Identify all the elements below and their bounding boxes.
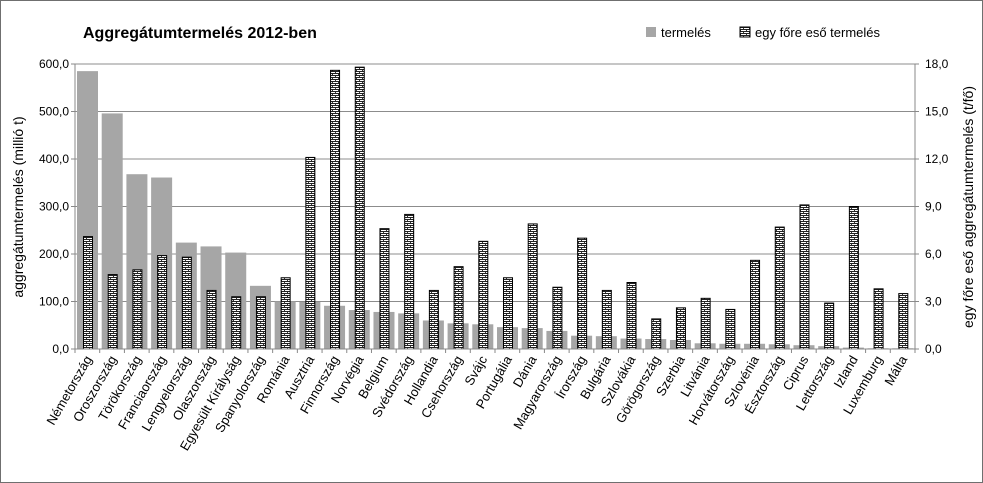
y2-tick-label: 9,0	[925, 200, 942, 214]
bar-egy-fore	[305, 156, 316, 350]
legend-label-termeles: termelés	[661, 25, 711, 40]
bar-egy-fore	[824, 302, 835, 350]
y2-tick-label: 0,0	[925, 342, 942, 356]
y2-axis-label: egy főre eső aggregátumtermelés (t/fő)	[960, 86, 976, 328]
y2-tick-label: 12,0	[925, 152, 949, 166]
bar-egy-fore	[453, 266, 464, 350]
y2-tick-labels: 0,0 3,0 6,0 9,0 12,0 15,0 18,0	[925, 57, 949, 356]
bar-egy-fore	[206, 289, 217, 350]
bar-egy-fore	[181, 256, 192, 350]
y-tick-label: 100,0	[39, 295, 69, 309]
bar-egy-fore	[379, 228, 390, 350]
bar-egy-fore	[552, 286, 563, 350]
bar-egy-fore	[478, 240, 489, 350]
bar-egy-fore	[848, 206, 859, 350]
y2-tick-label: 3,0	[925, 295, 942, 309]
bar-egy-fore	[527, 223, 538, 350]
y-tick-label: 0,0	[52, 342, 69, 356]
bar-egy-fore	[132, 269, 143, 350]
legend-swatch-egy-fore	[739, 26, 751, 38]
bar-egy-fore	[330, 69, 341, 350]
bar-egy-fore	[750, 259, 761, 350]
y-tick-label: 500,0	[39, 105, 69, 119]
y2-tick-label: 18,0	[925, 57, 949, 71]
legend-label-egy-fore: egy főre eső termelés	[755, 25, 881, 40]
bar-egy-fore	[898, 293, 909, 350]
bar-egy-fore	[157, 255, 168, 350]
bar-egy-fore	[799, 204, 810, 350]
x-tick-labels: NémetországOroszországTörökországFrancia…	[43, 352, 910, 453]
bar-egy-fore	[354, 66, 365, 350]
x-tick-label: Málta	[881, 352, 910, 388]
y-tick-label: 400,0	[39, 152, 69, 166]
y-tick-label: 300,0	[39, 200, 69, 214]
bar-egy-fore	[83, 236, 93, 350]
bar-egy-fore	[404, 213, 415, 350]
bar-egy-fore	[428, 289, 439, 350]
bar-egy-fore	[700, 297, 711, 350]
bar-egy-fore	[725, 308, 736, 350]
bar-egy-fore	[651, 318, 662, 350]
y2-tick-label: 15,0	[925, 105, 949, 119]
chart-title: Aggregátumtermelés 2012-ben	[83, 25, 317, 42]
bar-egy-fore	[231, 296, 242, 350]
egy-fore-bars	[83, 66, 909, 350]
bar-egy-fore	[255, 296, 266, 350]
bar-egy-fore	[774, 226, 785, 350]
y-tick-labels: 0,0 100,0 200,0 300,0 400,0 500,0 600,0	[39, 57, 69, 356]
bar-egy-fore	[107, 274, 118, 350]
y-tick-label: 600,0	[39, 57, 69, 71]
bar-egy-fore	[873, 288, 884, 350]
legend: termelés egy főre eső termelés	[646, 25, 881, 40]
y-tick-label: 200,0	[39, 247, 69, 261]
y2-tick-label: 6,0	[925, 247, 942, 261]
bar-egy-fore	[503, 277, 513, 350]
legend-swatch-termeles	[646, 27, 656, 37]
y-axis-label: aggregátumtermelés (millió t)	[10, 116, 26, 297]
bar-egy-fore	[675, 307, 686, 350]
bar-egy-fore	[626, 282, 637, 350]
termeles-bars	[77, 71, 914, 350]
bar-egy-fore	[280, 277, 291, 350]
bar-egy-fore	[601, 289, 612, 350]
bar-egy-fore	[577, 237, 588, 350]
axes	[71, 63, 919, 353]
